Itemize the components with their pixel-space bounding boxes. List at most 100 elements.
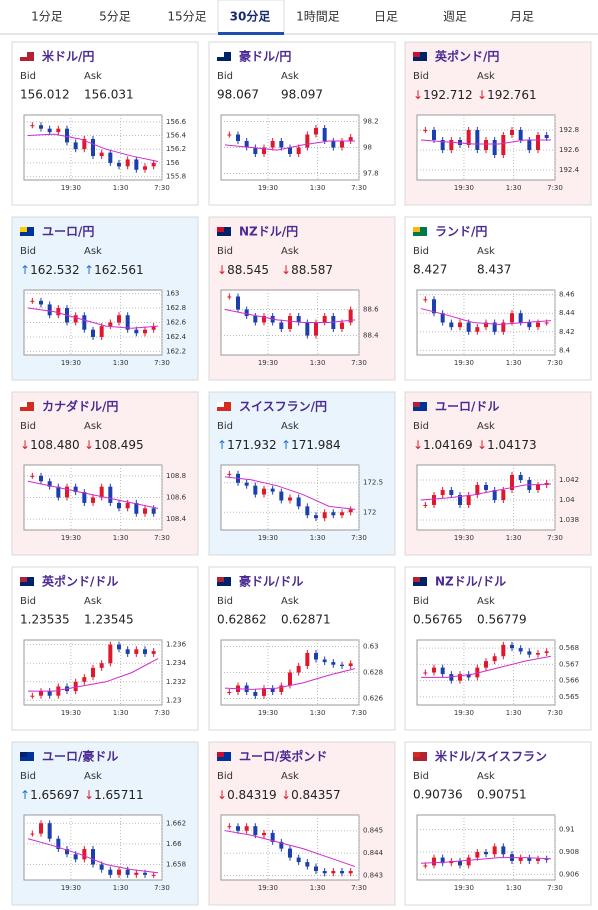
rate-card[interactable]: ユーロ/円 Bid Ask ↑162.532 ↑162.561 162.2 162.4 162… (11, 216, 199, 381)
rate-card[interactable]: 豪ドル/円 Bid Ask 98.067 98.097 97.8 98 98.2 19:30 1:… (208, 41, 396, 206)
rate-card[interactable]: 米ドル/スイスフラン Bid Ask 0.90736 0.90751 0.906 0.908… (404, 741, 592, 906)
candle (510, 644, 514, 649)
pair-title[interactable]: 英ポンド/円 (435, 49, 499, 64)
chart-frame (23, 814, 163, 881)
flag (20, 577, 27, 582)
candle (348, 309, 353, 323)
moving-average (27, 480, 159, 509)
bid-value: 98.067 (217, 88, 259, 102)
candle (432, 857, 436, 866)
tab[interactable]: 30分足 (230, 9, 271, 24)
tab[interactable]: 日足 (374, 10, 398, 24)
candle (134, 502, 139, 514)
rate-card[interactable]: NZドル/ドル Bid Ask 0.56765 0.56779 0.565 0.566 0.5… (404, 566, 592, 731)
candle (348, 137, 353, 141)
tab[interactable]: 1時間足 (296, 10, 340, 24)
pair-title[interactable]: スイスフラン/円 (239, 400, 327, 414)
candle (227, 296, 232, 298)
candle (296, 666, 301, 673)
rate-card[interactable]: 英ポンド/ドル Bid Ask 1.23535 1.23545 1.23 1.232 1.23… (11, 566, 199, 731)
pair-title[interactable]: カナダドル/円 (42, 399, 118, 414)
rate-card[interactable]: カナダドル/円 Bid Ask ↓108.480 ↓108.495 108.4 108.6 1… (11, 391, 199, 556)
y-tick-label: 0.626 (363, 695, 384, 703)
y-tick-label: 0.843 (363, 872, 383, 880)
rate-card[interactable]: ユーロ/ドル Bid Ask ↓1.04169 ↓1.04173 1.038 1.04 1.0… (404, 391, 592, 556)
ask-value: ↑171.984 (281, 438, 341, 452)
rate-card[interactable]: 米ドル/円 Bid Ask 156.012 156.031 155.8 156 156.2 15… (11, 41, 199, 206)
x-tick-label: 19:30 (454, 359, 474, 367)
pair-title[interactable]: ランド/円 (435, 225, 487, 239)
candle (253, 692, 258, 696)
pair-title[interactable]: 豪ドル/ドル (239, 574, 303, 589)
pair-title[interactable]: ユーロ/ドル (435, 400, 499, 414)
pair-title[interactable]: ユーロ/円 (42, 225, 94, 239)
candle (340, 141, 344, 148)
pair-title[interactable]: 米ドル/スイスフラン (435, 749, 547, 764)
tab[interactable]: 5分足 (99, 10, 131, 24)
x-tick-label: 19:30 (61, 884, 81, 892)
rate-card[interactable]: 豪ドル/ドル Bid Ask 0.62862 0.62871 0.626 0.628 0.63… (208, 566, 396, 731)
moving-average (224, 476, 356, 510)
flag (20, 752, 27, 757)
y-tick-label: 1.234 (166, 659, 187, 667)
x-tick-label: 1:30 (310, 359, 326, 367)
candle (56, 486, 61, 498)
rate-card[interactable]: スイスフラン/円 Bid Ask ↑171.932 ↑171.984 172 172.5 19… (208, 391, 396, 556)
rate-card[interactable]: ユーロ/英ポンド Bid Ask ↓0.84319 ↓0.84357 0.843 0.844… (208, 741, 396, 906)
candle (449, 674, 454, 681)
tab[interactable]: 月足 (510, 10, 534, 24)
pair-title[interactable]: ユーロ/英ポンド (239, 749, 327, 764)
ask-value: 0.56779 (477, 613, 527, 627)
y-tick-label: 162.4 (166, 333, 187, 341)
tab[interactable]: 15分足 (167, 10, 206, 24)
candle (322, 128, 327, 141)
candle (108, 869, 113, 875)
candle (340, 512, 344, 516)
tab[interactable]: 1分足 (31, 10, 63, 24)
x-tick-label: 19:30 (258, 184, 278, 192)
moving-average (224, 309, 356, 323)
moving-average (420, 139, 551, 145)
candle (279, 841, 284, 849)
tab[interactable]: 週足 (443, 10, 467, 24)
candle (544, 322, 549, 324)
ask-value: ↓192.761 (477, 88, 537, 102)
candle (527, 140, 532, 150)
candle (501, 135, 506, 155)
candle (492, 140, 497, 155)
bid-value: 8.427 (413, 263, 447, 277)
y-tick-label: 0.565 (559, 693, 579, 701)
candle (244, 141, 249, 148)
candle (65, 128, 69, 143)
rate-card[interactable]: 英ポンド/円 Bid Ask ↓192.712 ↓192.761 192.4 192.6 19… (404, 41, 592, 206)
candle (492, 490, 497, 500)
x-tick-label: 7:30 (351, 709, 367, 717)
candle (151, 651, 156, 654)
candle (322, 871, 327, 874)
ask-value: ↓1.04173 (477, 438, 537, 452)
pair-title[interactable]: ユーロ/豪ドル (42, 749, 118, 764)
bid-value: 1.23535 (20, 613, 70, 627)
pair-title[interactable]: NZドル/円 (239, 225, 298, 239)
flag (217, 227, 224, 232)
candle (30, 695, 35, 697)
candle (227, 134, 232, 136)
rate-card[interactable]: ユーロ/豪ドル Bid Ask ↑1.65697 ↓1.65711 1.658 1.66 1.… (11, 741, 199, 906)
rate-card[interactable]: NZドル/円 Bid Ask ↓88.545 ↓88.587 88.4 88.6 19:30 1… (208, 216, 396, 381)
candle (484, 485, 488, 490)
ask-value: 98.097 (281, 88, 323, 102)
x-tick-label: 1:30 (506, 359, 522, 367)
pair-title[interactable]: NZドル/ドル (435, 575, 506, 589)
x-tick-label: 1:30 (310, 884, 326, 892)
rate-card[interactable]: ランド/円 Bid Ask 8.427 8.437 8.4 8.42 8.44 8.46 19:3… (404, 216, 592, 381)
candle (253, 316, 258, 323)
pair-title[interactable]: 米ドル/円 (42, 49, 94, 64)
candle (449, 140, 454, 150)
x-tick-label: 1:30 (310, 709, 326, 717)
pair-title[interactable]: 豪ドル/円 (239, 49, 291, 64)
bid-value: ↓192.712 (413, 88, 473, 102)
candle (244, 482, 249, 486)
pair-title[interactable]: 英ポンド/ドル (42, 574, 118, 589)
candle (322, 659, 327, 663)
candle (108, 322, 113, 327)
